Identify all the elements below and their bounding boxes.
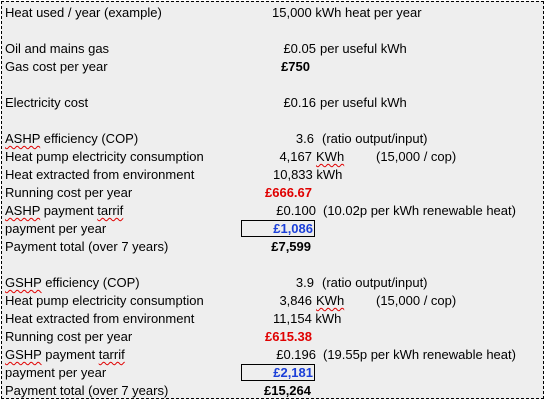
ashp-running-label: Running cost per year (5, 185, 133, 200)
row-heat-used: Heat used / year (example) 15,000 kWh he… (2, 4, 543, 22)
row-ashp-consumption: Heat pump electricity consumption 4,167 … (2, 148, 543, 166)
ashp-payment-label: payment per year (5, 221, 107, 236)
row-gshp-consumption: Heat pump electricity consumption 3,846 … (2, 292, 543, 310)
gshp-total-label: Payment total (over 7 years) (5, 383, 169, 398)
gshp-payment-label: payment per year (5, 365, 107, 380)
row-ashp-tarrif: ASHP payment tarrif £0.100 (10.02p per k… (2, 202, 543, 220)
ashp-tarrif-note: (10.02p per kWh renewable heat) (323, 203, 516, 218)
electricity-price-value: £0.16 (283, 95, 316, 110)
ashp-extracted-label: Heat extracted from environment (5, 167, 195, 182)
ashp-extracted-value: 10,833 kWh (273, 167, 343, 182)
ashp-consumption-label: Heat pump electricity consumption (5, 149, 204, 164)
gshp-payment-value: £2,181 (273, 365, 313, 380)
gas-cost-label: Gas cost per year (5, 59, 108, 74)
ashp-tarrif-label: ASHP payment tarrif (5, 203, 124, 218)
row-gas-price: Oil and mains gas £0.05 per useful kWh (2, 40, 543, 58)
gshp-payment-cell[interactable] (241, 364, 315, 381)
row-electricity: Electricity cost £0.16 per useful kWh (2, 94, 543, 112)
gshp-efficiency-label: GSHP efficiency (COP) (5, 275, 140, 290)
row-gshp-running: Running cost per year £615.38 (2, 328, 543, 346)
gshp-consumption-value: 3,846 (279, 293, 312, 308)
gshp-tarrif-note: (19.55p per kWh renewable heat) (323, 347, 516, 362)
gshp-tarrif-label: GSHP payment tarrif (5, 347, 125, 362)
ashp-consumption-unit: KWh (316, 149, 345, 164)
ashp-payment-value: £1,086 (273, 221, 313, 236)
ashp-total-value: £7,599 (271, 239, 311, 254)
ashp-efficiency-note: (ratio output/input) (322, 131, 428, 146)
ashp-efficiency-value: 3.6 (295, 131, 314, 146)
ashp-running-value: £666.67 (265, 185, 312, 200)
electricity-label: Electricity cost (5, 95, 89, 110)
row-ashp-total: Payment total (over 7 years) £7,599 (2, 238, 543, 256)
ashp-consumption-note: (15,000 / cop) (376, 149, 457, 164)
row-gshp-efficiency: GSHP efficiency (COP) 3.9 (ratio output/… (2, 274, 543, 292)
heat-used-label: Heat used / year (example) (5, 5, 162, 20)
row-ashp-payment: payment per year £1,086 (2, 220, 543, 238)
row-ashp-extracted: Heat extracted from environment 10,833 k… (2, 166, 543, 184)
row-gshp-tarrif: GSHP payment tarrif £0.196 (19.55p per k… (2, 346, 543, 364)
gas-price-value: £0.05 (283, 41, 316, 56)
gshp-tarrif-value: £0.196 (276, 347, 316, 362)
gas-cost-value: £750 (281, 59, 310, 74)
gshp-running-value: £615.38 (265, 329, 312, 344)
ashp-total-label: Payment total (over 7 years) (5, 239, 169, 254)
electricity-price-unit: per useful kWh (320, 95, 407, 110)
row-gas-cost: Gas cost per year £750 (2, 58, 543, 76)
ashp-efficiency-label: ASHP efficiency (COP) (5, 131, 139, 146)
gas-label: Oil and mains gas (5, 41, 110, 56)
gas-price-unit: per useful kWh (320, 41, 407, 56)
ashp-consumption-value: 4,167 (279, 149, 312, 164)
gshp-running-label: Running cost per year (5, 329, 133, 344)
gshp-extracted-label: Heat extracted from environment (5, 311, 195, 326)
gshp-efficiency-note: (ratio output/input) (322, 275, 428, 290)
gshp-total-value: £15,264 (264, 383, 311, 398)
row-ashp-running: Running cost per year £666.67 (2, 184, 543, 202)
heat-used-value: 15,000 kWh heat per year (272, 5, 422, 20)
gshp-extracted-value: 11,154 kWh (273, 311, 342, 326)
row-gshp-total: Payment total (over 7 years) £15,264 (2, 382, 543, 398)
gshp-consumption-unit: KWh (316, 293, 345, 308)
gshp-consumption-note: (15,000 / cop) (376, 293, 457, 308)
row-gshp-payment: payment per year £2,181 (2, 364, 543, 382)
ashp-tarrif-value: £0.100 (276, 203, 316, 218)
gshp-efficiency-value: 3.9 (295, 275, 314, 290)
row-ashp-efficiency: ASHP efficiency (COP) 3.6 (ratio output/… (2, 130, 543, 148)
ashp-payment-cell[interactable] (241, 220, 315, 237)
gshp-consumption-label: Heat pump electricity consumption (5, 293, 204, 308)
row-gshp-extracted: Heat extracted from environment 11,154 k… (2, 310, 543, 328)
